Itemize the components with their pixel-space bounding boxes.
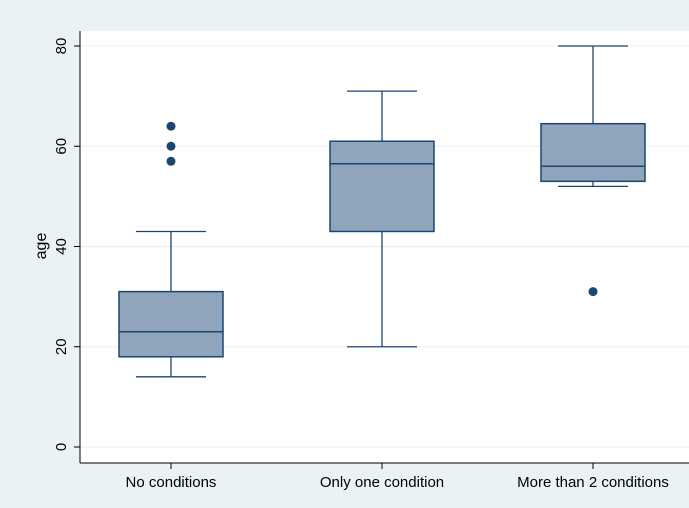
axes: 0 20 40 60 80 No conditions Only one condition… — [53, 31, 689, 491]
y-tick-label: 80 — [53, 38, 70, 55]
iqr-box — [540, 122, 646, 183]
x-tick-label: No conditions — [126, 474, 217, 491]
x-tick-label: More than 2 conditions — [517, 474, 669, 491]
outlier-point — [166, 121, 176, 131]
x-tick-label: Only one condition — [320, 474, 444, 491]
box-0 — [118, 121, 224, 378]
outlier-point — [166, 141, 176, 151]
box-2 — [540, 45, 646, 297]
iqr-box — [118, 290, 224, 358]
y-tick-label: 60 — [53, 138, 70, 155]
y-tick-label: 0 — [53, 443, 70, 451]
y-tick-label: 20 — [53, 338, 70, 355]
iqr-box — [329, 140, 435, 233]
y-axis-label: age — [33, 233, 50, 260]
outlier-point — [588, 287, 598, 297]
outlier-point — [166, 156, 176, 166]
boxes — [118, 45, 646, 378]
box-1 — [329, 90, 435, 348]
y-tick-label: 40 — [53, 238, 70, 255]
